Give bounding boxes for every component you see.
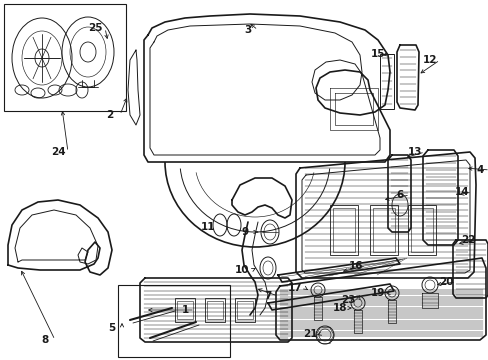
Bar: [407, 205, 435, 255]
Text: 14: 14: [454, 187, 468, 197]
Text: 10: 10: [234, 265, 249, 275]
Bar: [329, 205, 357, 255]
Bar: [4, 4, 126, 111]
Text: 16: 16: [348, 261, 363, 271]
Text: 13: 13: [407, 147, 421, 157]
Bar: [379, 54, 393, 109]
Text: 6: 6: [396, 190, 403, 200]
Text: 19: 19: [370, 288, 385, 298]
Text: 3: 3: [244, 25, 251, 35]
Bar: [204, 298, 224, 322]
Bar: [237, 301, 252, 319]
Text: 21: 21: [302, 329, 317, 339]
Text: 15: 15: [370, 49, 385, 59]
Text: 24: 24: [51, 147, 65, 157]
Bar: [175, 298, 195, 322]
Text: 8: 8: [41, 335, 48, 345]
Bar: [177, 301, 193, 319]
Text: 18: 18: [332, 303, 346, 313]
Text: 7: 7: [264, 291, 271, 301]
Text: 12: 12: [422, 55, 436, 65]
Bar: [206, 301, 223, 319]
Text: 23: 23: [340, 295, 354, 305]
Text: 20: 20: [438, 277, 452, 287]
Bar: [369, 205, 397, 255]
Text: 17: 17: [287, 283, 302, 293]
Text: 11: 11: [201, 222, 215, 232]
Text: 1: 1: [181, 305, 188, 315]
Text: 4: 4: [475, 165, 483, 175]
Text: 5: 5: [108, 323, 115, 333]
Bar: [332, 208, 354, 252]
Text: 2: 2: [106, 110, 113, 120]
Bar: [372, 208, 394, 252]
Bar: [410, 208, 432, 252]
Bar: [235, 298, 254, 322]
Text: 22: 22: [460, 235, 474, 245]
Text: 25: 25: [87, 23, 102, 33]
Bar: [118, 285, 229, 357]
Text: 9: 9: [241, 227, 248, 237]
